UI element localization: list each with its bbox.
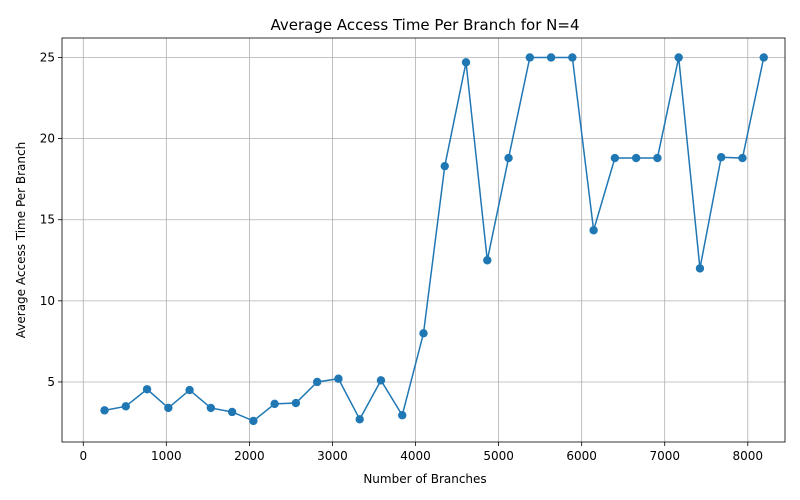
data-point: [759, 53, 768, 62]
data-point: [717, 153, 726, 162]
y-tick-label: 20: [40, 132, 55, 146]
y-axis-label: Average Access Time Per Branch: [14, 142, 28, 338]
data-point: [504, 153, 513, 163]
y-tick-label: 10: [40, 294, 55, 308]
data-point: [227, 407, 237, 417]
x-axis-label: Number of Branches: [363, 472, 486, 486]
data-point: [589, 226, 598, 235]
data-point: [249, 416, 258, 426]
grid: [62, 38, 785, 442]
y-tick-label: 5: [47, 375, 55, 389]
x-tick-label: 6000: [566, 449, 597, 463]
data-point: [312, 377, 322, 387]
data-point: [525, 53, 535, 62]
x-tick-label: 5000: [483, 449, 514, 463]
plot-frame: [61, 37, 786, 443]
series: [100, 53, 768, 426]
axes: 0 1000 2000 3000 4000 5000 6000 7000 8000 5 10 15 20…: [40, 37, 786, 463]
y-tick-label: 15: [40, 213, 55, 227]
data-point: [334, 374, 343, 383]
data-point: [695, 264, 705, 273]
x-tick-label: 8000: [733, 449, 764, 463]
data-point: [610, 153, 620, 163]
data-point: [164, 403, 173, 413]
y-tick-label: 25: [40, 50, 55, 64]
data-point: [398, 411, 407, 420]
data-point: [100, 406, 109, 415]
data-point: [142, 385, 152, 394]
data-point: [291, 398, 301, 408]
data-point: [653, 153, 662, 163]
data-point: [355, 415, 364, 424]
data-point: [419, 329, 428, 338]
x-tick-label: 0: [79, 449, 87, 463]
x-tick-label: 3000: [317, 449, 348, 463]
data-point: [674, 53, 683, 62]
x-tick-label: 1000: [151, 449, 182, 463]
x-tick-label: 7000: [649, 449, 680, 463]
data-point: [185, 385, 194, 395]
data-point: [738, 153, 747, 163]
data-point: [483, 256, 492, 265]
data-point: [546, 53, 556, 62]
data-point: [440, 161, 449, 171]
data-point: [568, 53, 577, 62]
x-tick-label: 2000: [234, 449, 265, 463]
chart-title: Average Access Time Per Branch for N=4: [270, 16, 579, 34]
x-tick-label: 4000: [400, 449, 431, 463]
data-point: [631, 153, 641, 163]
data-point: [206, 403, 216, 413]
data-point: [376, 376, 386, 385]
data-point: [270, 399, 279, 409]
data-point: [121, 402, 130, 411]
data-point: [461, 58, 471, 67]
